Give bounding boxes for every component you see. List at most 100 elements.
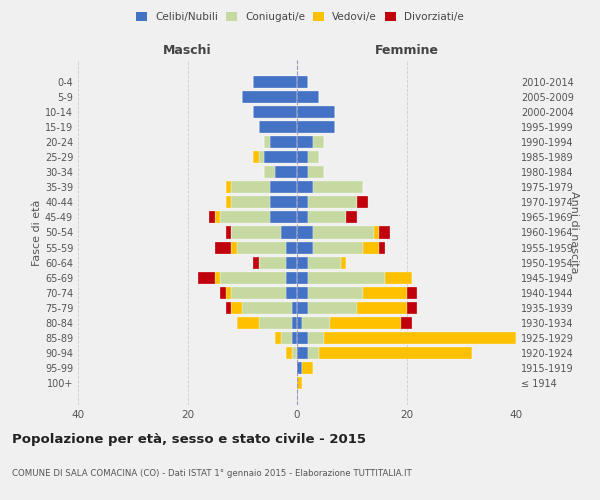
Bar bbox=[297, 166, 308, 178]
Bar bbox=[226, 302, 232, 314]
Bar bbox=[232, 181, 269, 194]
Bar bbox=[297, 332, 308, 344]
Bar bbox=[292, 347, 297, 359]
Bar bbox=[232, 196, 269, 208]
Bar bbox=[308, 166, 325, 178]
Bar bbox=[297, 317, 302, 329]
Bar bbox=[308, 347, 319, 359]
Bar bbox=[297, 136, 313, 148]
Bar bbox=[297, 226, 313, 238]
Bar bbox=[269, 196, 297, 208]
Bar bbox=[242, 302, 292, 314]
Bar bbox=[297, 362, 302, 374]
Bar bbox=[220, 287, 226, 299]
Bar bbox=[232, 226, 281, 238]
Bar bbox=[297, 106, 335, 118]
Bar bbox=[297, 212, 308, 224]
Bar bbox=[313, 242, 363, 254]
Bar bbox=[226, 226, 232, 238]
Bar bbox=[297, 378, 302, 390]
Bar bbox=[226, 196, 232, 208]
Bar bbox=[313, 181, 363, 194]
Bar bbox=[281, 332, 292, 344]
Bar bbox=[308, 212, 346, 224]
Bar bbox=[379, 226, 390, 238]
Bar bbox=[308, 332, 325, 344]
Bar bbox=[215, 272, 220, 284]
Bar bbox=[308, 196, 357, 208]
Bar bbox=[269, 136, 297, 148]
Bar bbox=[308, 287, 362, 299]
Bar bbox=[302, 362, 313, 374]
Bar bbox=[209, 212, 215, 224]
Bar bbox=[275, 166, 297, 178]
Bar bbox=[281, 226, 297, 238]
Bar bbox=[357, 196, 368, 208]
Bar bbox=[319, 347, 472, 359]
Bar bbox=[308, 256, 341, 268]
Bar bbox=[259, 256, 286, 268]
Bar bbox=[330, 317, 401, 329]
Y-axis label: Anni di nascita: Anni di nascita bbox=[569, 191, 579, 274]
Bar bbox=[292, 317, 297, 329]
Bar bbox=[264, 166, 275, 178]
Bar bbox=[308, 272, 385, 284]
Bar bbox=[259, 121, 297, 133]
Bar bbox=[297, 256, 308, 268]
Bar bbox=[313, 136, 325, 148]
Bar bbox=[232, 302, 242, 314]
Bar bbox=[232, 287, 286, 299]
Bar bbox=[297, 242, 313, 254]
Bar bbox=[286, 242, 297, 254]
Text: Popolazione per età, sesso e stato civile - 2015: Popolazione per età, sesso e stato civil… bbox=[12, 432, 366, 446]
Bar bbox=[297, 347, 308, 359]
Bar bbox=[313, 226, 374, 238]
Bar bbox=[215, 212, 220, 224]
Bar bbox=[297, 91, 319, 103]
Bar bbox=[385, 272, 412, 284]
Legend: Celibi/Nubili, Coniugati/e, Vedovi/e, Divorziati/e: Celibi/Nubili, Coniugati/e, Vedovi/e, Di… bbox=[132, 8, 468, 26]
Bar bbox=[341, 256, 346, 268]
Bar bbox=[286, 272, 297, 284]
Bar bbox=[253, 151, 259, 163]
Bar bbox=[286, 347, 292, 359]
Bar bbox=[297, 76, 308, 88]
Bar bbox=[297, 151, 308, 163]
Bar bbox=[226, 287, 232, 299]
Bar bbox=[297, 302, 308, 314]
Bar bbox=[374, 226, 379, 238]
Bar bbox=[259, 151, 264, 163]
Bar bbox=[292, 332, 297, 344]
Bar bbox=[362, 242, 379, 254]
Bar bbox=[308, 302, 357, 314]
Bar bbox=[357, 302, 407, 314]
Bar bbox=[269, 212, 297, 224]
Bar bbox=[297, 121, 335, 133]
Bar bbox=[292, 302, 297, 314]
Text: Femmine: Femmine bbox=[374, 44, 439, 57]
Bar bbox=[253, 76, 297, 88]
Bar bbox=[297, 181, 313, 194]
Bar bbox=[269, 181, 297, 194]
Bar bbox=[407, 287, 418, 299]
Text: COMUNE DI SALA COMACINA (CO) - Dati ISTAT 1° gennaio 2015 - Elaborazione TUTTITA: COMUNE DI SALA COMACINA (CO) - Dati ISTA… bbox=[12, 469, 412, 478]
Bar bbox=[401, 317, 412, 329]
Bar bbox=[346, 212, 357, 224]
Bar bbox=[215, 242, 232, 254]
Bar bbox=[264, 136, 269, 148]
Bar bbox=[259, 317, 292, 329]
Y-axis label: Fasce di età: Fasce di età bbox=[32, 200, 42, 266]
Bar bbox=[237, 317, 259, 329]
Bar bbox=[379, 242, 385, 254]
Bar bbox=[302, 317, 330, 329]
Bar bbox=[220, 212, 269, 224]
Bar bbox=[232, 242, 237, 254]
Bar bbox=[220, 272, 286, 284]
Bar bbox=[237, 242, 286, 254]
Bar bbox=[253, 106, 297, 118]
Bar bbox=[286, 287, 297, 299]
Bar bbox=[264, 151, 297, 163]
Bar bbox=[325, 332, 516, 344]
Bar bbox=[253, 256, 259, 268]
Bar bbox=[407, 302, 418, 314]
